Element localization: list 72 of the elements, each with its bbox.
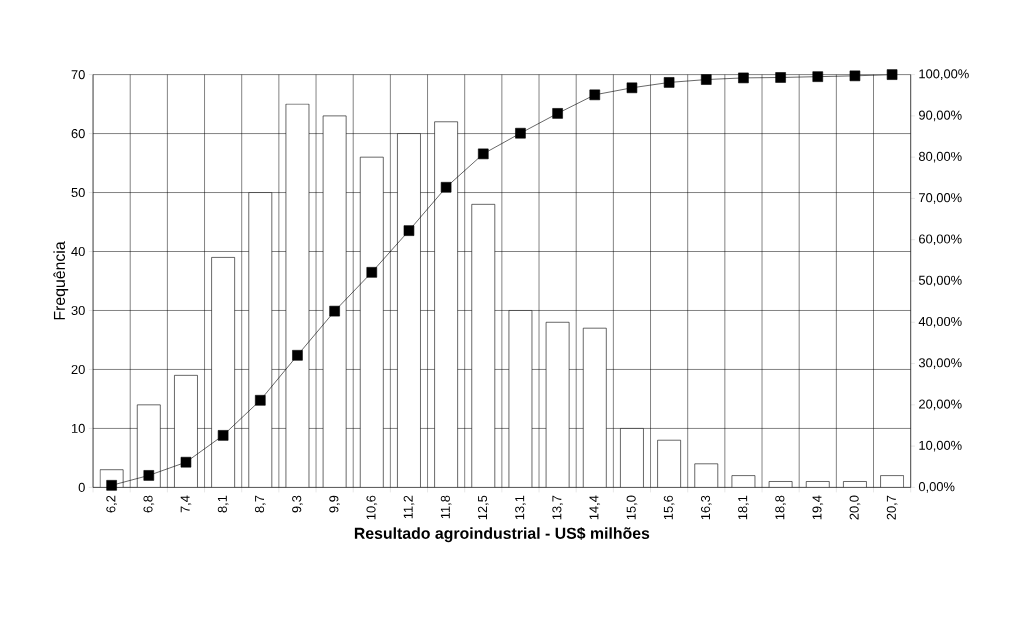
x-tick-label: 6,8 (143, 495, 155, 513)
x-tick-label: 13,1 (515, 495, 526, 520)
point (106, 480, 117, 491)
y2-tick-label: 40,00% (918, 317, 962, 328)
point (217, 430, 229, 441)
point (366, 267, 378, 278)
point (440, 182, 452, 193)
point (663, 77, 675, 88)
point (329, 306, 340, 317)
bar (805, 481, 830, 488)
y2-tick-label: 0,00% (918, 482, 955, 493)
y2-tick-label: 70,00% (919, 193, 962, 204)
y-tick-label: 50 (71, 188, 85, 198)
x-tick-label: 11,2 (403, 495, 415, 519)
y-tick-label: 30 (71, 306, 85, 316)
y-tick-label: 20 (71, 365, 85, 375)
x-tick-label: 9,9 (329, 495, 340, 513)
point (775, 72, 786, 83)
point (143, 470, 155, 481)
x-tick-label: 16,3 (700, 495, 712, 520)
y-tick-label: 10 (71, 424, 85, 434)
x-tick-label: 14,4 (589, 495, 601, 520)
x-tick-label: 13,7 (552, 495, 563, 520)
x-tick-label: 15,0 (626, 495, 638, 520)
x-tick-label: 19,4 (812, 495, 824, 520)
point (255, 395, 266, 406)
point (886, 69, 898, 81)
point (552, 108, 563, 119)
point (849, 70, 861, 82)
x-tick-label: 20,0 (849, 495, 861, 520)
point (738, 72, 749, 84)
x-axis-title: Resultado agroindustrial - US$ milhões (354, 527, 650, 543)
x-tick-label: 18,1 (738, 495, 749, 520)
y-tick-label: 40 (71, 247, 85, 257)
y-tick-label: 70 (71, 70, 85, 80)
y2-tick-label: 50,00% (918, 275, 962, 287)
x-tick-label: 20,7 (886, 495, 898, 520)
point (515, 128, 526, 139)
bar (768, 481, 793, 488)
y-tick-label: 0 (78, 483, 85, 493)
bar (694, 463, 719, 488)
y2-tick-label: 60,00% (919, 234, 962, 246)
point (812, 71, 824, 83)
point (403, 225, 415, 237)
x-tick-label: 12,5 (477, 495, 489, 520)
y2-tick-label: 30,00% (918, 358, 962, 370)
y-tick-label: 60 (71, 129, 85, 139)
x-tick-label: 10,6 (366, 495, 378, 520)
x-tick-label: 15,6 (663, 495, 675, 520)
y2-tick-label: 90,00% (919, 110, 962, 122)
bar (880, 475, 904, 488)
point (180, 457, 192, 468)
point (589, 89, 601, 101)
point (292, 350, 303, 361)
point (478, 148, 489, 160)
bar (731, 475, 756, 488)
x-tick-label: 6,2 (106, 495, 117, 513)
bar (843, 481, 867, 488)
y2-tick-label: 20,00% (919, 399, 962, 411)
x-tick-label: 8,1 (217, 495, 229, 513)
y2-tick-label: 80,00% (918, 152, 962, 163)
y2-tick-label: 100,00% (919, 69, 969, 81)
x-tick-label: 9,3 (292, 495, 303, 513)
x-tick-label: 11,8 (440, 495, 452, 519)
x-tick-label: 7,4 (180, 495, 192, 513)
point (626, 82, 638, 94)
bar (657, 440, 681, 488)
x-tick-label: 8,7 (254, 495, 266, 513)
y-axis-title: Frequência (53, 241, 69, 320)
y2-tick-label: 10,00% (919, 440, 962, 452)
point (701, 74, 712, 85)
x-tick-label: 18,8 (775, 495, 786, 520)
